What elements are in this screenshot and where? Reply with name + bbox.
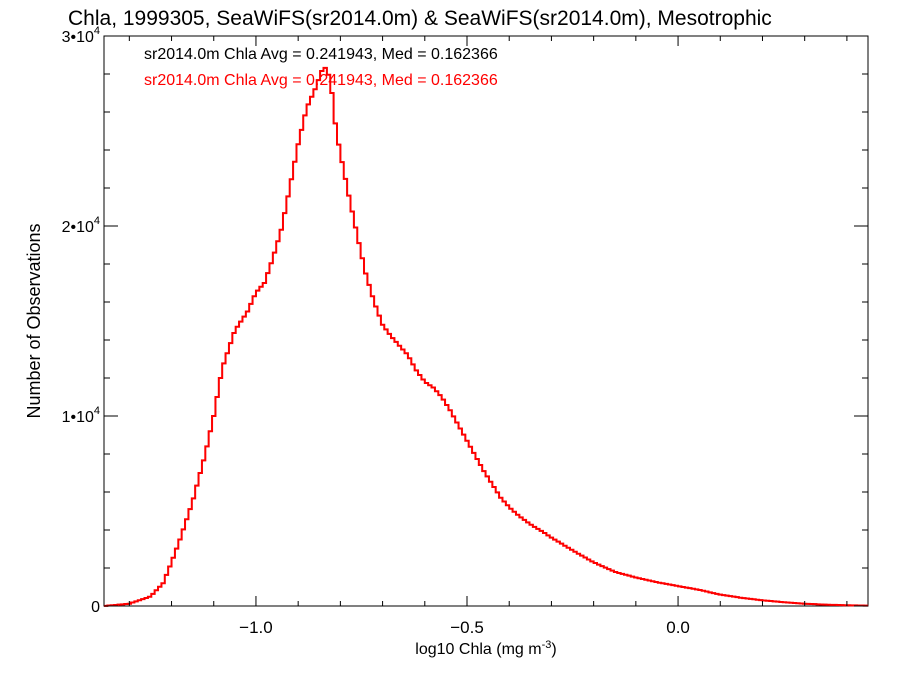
x-tick-label: −0.5	[450, 618, 484, 637]
x-tick-label: −1.0	[239, 618, 273, 637]
plot-frame	[103, 35, 869, 607]
x-axis-label-superscript: -3	[542, 639, 552, 651]
y-tick-label: 0	[91, 599, 100, 616]
y-tick-label: 1•104	[62, 405, 100, 426]
y-axis-label: Number of Observations	[24, 223, 44, 418]
legend: sr2014.0m Chla Avg = 0.241943, Med = 0.1…	[144, 46, 498, 89]
y-tick-label-base: 1•10	[62, 409, 94, 426]
legend-entry: sr2014.0m Chla Avg = 0.241943, Med = 0.1…	[144, 72, 498, 89]
y-tick-label-exponent: 4	[94, 215, 100, 227]
x-axis-label-close: )	[551, 641, 556, 658]
legend-entry: sr2014.0m Chla Avg = 0.241943, Med = 0.1…	[144, 46, 498, 63]
x-axis-label: log10 Chla (mg m-3)	[415, 639, 556, 658]
y-tick-label: 3•104	[62, 25, 100, 46]
series-line-1	[104, 66, 869, 607]
y-tick-label-exponent: 4	[94, 25, 100, 37]
y-tick-label-base: 0	[91, 599, 100, 616]
x-axis-label-base: log10 Chla (mg m	[415, 641, 541, 658]
chart-title: Chla, 1999305, SeaWiFS(sr2014.0m) & SeaW…	[68, 7, 772, 30]
plot-area	[103, 35, 869, 607]
x-tick-label: 0.0	[666, 618, 690, 637]
y-tick-label-base: 3•10	[62, 29, 94, 46]
y-tick-label: 2•104	[62, 215, 100, 236]
y-tick-label-base: 2•10	[62, 219, 94, 236]
series-line-0	[104, 67, 868, 607]
series-layer	[104, 66, 869, 607]
y-tick-label-exponent: 4	[94, 405, 100, 417]
